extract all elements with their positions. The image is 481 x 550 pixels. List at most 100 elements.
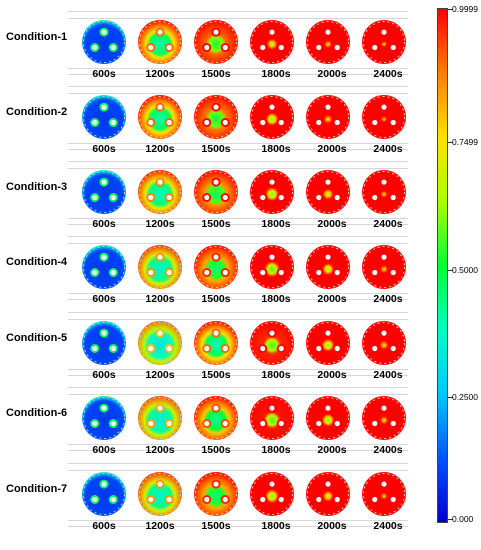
- tube: [260, 420, 266, 427]
- time-label: 1500s: [201, 293, 231, 305]
- disc-rim: [251, 397, 293, 439]
- disc-field: [138, 321, 182, 365]
- disc-rim: [83, 96, 125, 138]
- time-label: 2400s: [373, 444, 403, 456]
- tube: [372, 496, 378, 503]
- disc-field: [362, 472, 406, 516]
- contour-disc: [250, 170, 294, 214]
- grid-line: [68, 470, 408, 471]
- time-label: 1800s: [261, 520, 291, 532]
- time-label: 2400s: [373, 293, 403, 305]
- disc-rim: [83, 397, 125, 439]
- contour-disc: [82, 170, 126, 214]
- disc-rim: [363, 397, 405, 439]
- time-label: 2400s: [373, 68, 403, 80]
- disc-field: [194, 472, 238, 516]
- disc-field: [250, 245, 294, 289]
- condition-label: Condition-6: [6, 407, 68, 419]
- tube: [260, 269, 266, 276]
- tube: [334, 194, 340, 201]
- disc-rim: [363, 171, 405, 213]
- grid-line: [68, 369, 408, 370]
- disc-rim: [251, 21, 293, 63]
- tube: [372, 420, 378, 427]
- tube: [148, 194, 154, 201]
- time-label: 600s: [92, 293, 116, 305]
- disc-field: [194, 245, 238, 289]
- tube: [269, 330, 275, 336]
- contour-disc: [306, 20, 350, 64]
- disc-rim: [83, 171, 125, 213]
- grid-line: [68, 299, 408, 300]
- tube: [260, 119, 266, 126]
- disc-field: [306, 245, 350, 289]
- tube: [148, 269, 154, 276]
- time-label: 600s: [92, 143, 116, 155]
- grid-line: [68, 319, 408, 320]
- time-label: 1500s: [201, 218, 231, 230]
- disc-rim: [307, 96, 349, 138]
- contour-disc: [138, 472, 182, 516]
- contour-disc: [82, 245, 126, 289]
- tube: [390, 44, 396, 51]
- tube: [166, 119, 172, 126]
- tube: [148, 420, 154, 427]
- tube: [213, 481, 219, 487]
- disc-rim: [251, 322, 293, 364]
- grid-line: [68, 243, 408, 244]
- tube: [390, 194, 396, 201]
- contour-disc: [306, 95, 350, 139]
- tube: [157, 104, 163, 110]
- time-label: 1200s: [145, 143, 175, 155]
- tube: [372, 345, 378, 352]
- tube: [278, 194, 284, 201]
- contour-disc: [362, 245, 406, 289]
- tube: [101, 481, 107, 487]
- contour-disc: [362, 472, 406, 516]
- disc-rim: [363, 21, 405, 63]
- contour-disc: [138, 245, 182, 289]
- disc-field: [138, 245, 182, 289]
- disc-field: [362, 396, 406, 440]
- condition-label: Condition-7: [6, 483, 68, 495]
- tube: [101, 179, 107, 185]
- grid-line: [68, 312, 408, 313]
- contour-disc: [250, 20, 294, 64]
- colorbar-label: 0.2500: [452, 392, 478, 402]
- colorbar-tick: [448, 9, 453, 10]
- colorbar: [437, 8, 448, 523]
- contour-disc: [306, 396, 350, 440]
- grid-line: [68, 93, 408, 94]
- time-label: 1200s: [145, 369, 175, 381]
- disc-field: [194, 95, 238, 139]
- tube: [316, 119, 322, 126]
- tube: [390, 269, 396, 276]
- contour-disc: [138, 95, 182, 139]
- contour-disc: [82, 20, 126, 64]
- colorbar-label: 0.000: [452, 514, 474, 524]
- grid-line: [68, 394, 408, 395]
- tube: [166, 345, 172, 352]
- tube: [334, 119, 340, 126]
- tube: [269, 179, 275, 185]
- disc-rim: [195, 246, 237, 288]
- tube: [222, 119, 228, 126]
- contour-disc: [194, 472, 238, 516]
- tube: [390, 420, 396, 427]
- disc-rim: [139, 21, 181, 63]
- disc-field: [82, 245, 126, 289]
- disc-rim: [195, 96, 237, 138]
- grid-line: [68, 68, 408, 69]
- contour-disc: [306, 472, 350, 516]
- grid-line: [68, 375, 408, 376]
- time-label: 2000s: [317, 520, 347, 532]
- tube: [316, 269, 322, 276]
- time-label: 2000s: [317, 293, 347, 305]
- contour-disc: [194, 170, 238, 214]
- disc-field: [82, 20, 126, 64]
- disc-rim: [251, 473, 293, 515]
- tube: [110, 496, 116, 503]
- time-label: 1500s: [201, 68, 231, 80]
- disc-rim: [251, 96, 293, 138]
- tube: [204, 496, 210, 503]
